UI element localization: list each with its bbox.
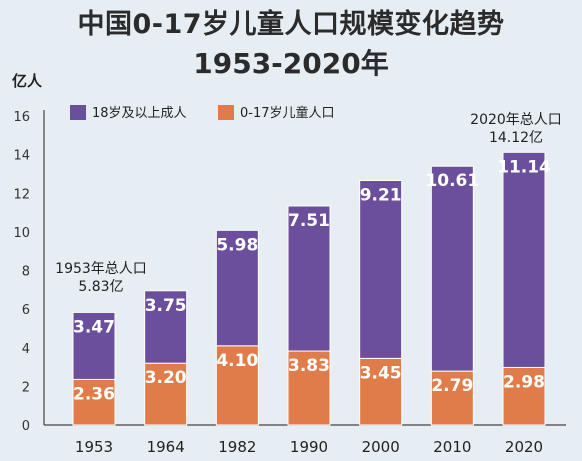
legend-label: 18岁及以上成人 xyxy=(92,106,187,121)
data-label: 9.21 xyxy=(360,186,402,206)
y-tick-label: 12 xyxy=(13,187,30,202)
legend-swatch xyxy=(70,105,86,120)
data-label: 3.45 xyxy=(360,363,402,383)
y-tick-label: 10 xyxy=(13,226,30,241)
data-label: 2.79 xyxy=(431,376,473,396)
x-tick-label: 1990 xyxy=(290,438,328,456)
x-tick-label: 1982 xyxy=(218,438,256,456)
data-label: 4.10 xyxy=(216,351,258,371)
x-tick-label: 2020 xyxy=(505,438,543,456)
data-label: 7.51 xyxy=(288,211,330,231)
annotation-text: 14.12亿 xyxy=(489,130,543,146)
annotation-text: 5.83亿 xyxy=(78,279,123,295)
y-tick-label: 8 xyxy=(22,265,30,280)
data-label: 10.61 xyxy=(425,171,479,191)
bar-adults-1964 xyxy=(144,290,188,364)
y-tick-label: 16 xyxy=(13,110,30,125)
legend-swatch xyxy=(218,105,234,120)
y-tick-label: 2 xyxy=(22,380,30,395)
bar-adults-1953 xyxy=(72,311,116,380)
legend-label: 0-17岁儿童人口 xyxy=(240,105,335,121)
data-label: 5.98 xyxy=(216,235,258,255)
data-label: 3.20 xyxy=(145,368,187,388)
y-axis-label: 亿人 xyxy=(12,72,43,90)
data-label: 3.75 xyxy=(145,296,187,316)
y-tick-label: 14 xyxy=(13,149,30,164)
data-label: 2.98 xyxy=(503,372,545,392)
annotation-text: 2020年总人口 xyxy=(470,112,562,128)
chart-title: 中国0-17岁儿童人口规模变化趋势 xyxy=(77,9,505,40)
bar-children-2000 xyxy=(359,357,403,426)
x-tick-label: 2010 xyxy=(433,438,471,456)
bar-adults-2020 xyxy=(502,151,546,368)
chart-subtitle: 1953-2020年 xyxy=(193,47,389,80)
y-tick-label: 4 xyxy=(22,342,30,357)
x-tick-label: 1953 xyxy=(75,438,113,456)
bar-adults-1990 xyxy=(287,205,331,352)
annotation-text: 1953年总人口 xyxy=(55,261,147,277)
x-tick-label: 1964 xyxy=(147,438,185,456)
data-label: 3.83 xyxy=(288,356,330,376)
y-tick-label: 6 xyxy=(22,303,30,318)
bar-children-1964 xyxy=(144,362,188,426)
bar-children-1990 xyxy=(287,350,331,426)
data-label: 2.36 xyxy=(73,384,115,404)
bar-adults-1982 xyxy=(215,229,259,347)
bar-children-1982 xyxy=(215,345,259,426)
data-label: 3.47 xyxy=(73,317,115,337)
bar-children-1953 xyxy=(72,378,116,426)
data-label: 11.14 xyxy=(497,157,551,177)
bar-adults-2000 xyxy=(359,180,403,359)
x-tick-label: 2000 xyxy=(362,438,400,456)
bar-adults-2010 xyxy=(430,165,474,372)
y-tick-label: 0 xyxy=(22,419,30,434)
